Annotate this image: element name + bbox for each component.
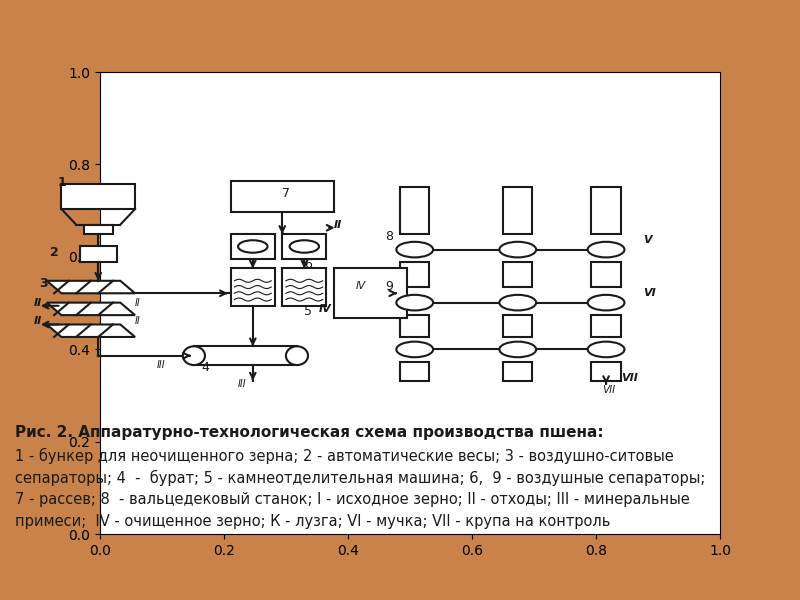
Circle shape bbox=[588, 341, 625, 357]
Text: III: III bbox=[157, 360, 166, 370]
Bar bbox=[230, 234, 275, 259]
Bar bbox=[503, 362, 533, 380]
Bar bbox=[503, 187, 533, 234]
Circle shape bbox=[588, 242, 625, 257]
Text: IV: IV bbox=[319, 304, 332, 314]
Bar bbox=[591, 362, 621, 380]
Polygon shape bbox=[46, 302, 135, 315]
Bar bbox=[591, 187, 621, 234]
Text: 1: 1 bbox=[58, 176, 66, 188]
Text: 3: 3 bbox=[39, 277, 48, 290]
Bar bbox=[591, 315, 621, 337]
Text: IV: IV bbox=[356, 281, 366, 290]
Bar bbox=[282, 268, 326, 306]
Bar bbox=[334, 268, 407, 318]
Circle shape bbox=[499, 295, 536, 310]
Ellipse shape bbox=[183, 346, 205, 365]
Text: II: II bbox=[135, 298, 141, 308]
Circle shape bbox=[396, 242, 433, 257]
Text: VI: VI bbox=[643, 289, 656, 298]
Text: 4: 4 bbox=[202, 361, 209, 374]
Text: III: III bbox=[238, 379, 246, 389]
Bar bbox=[591, 262, 621, 287]
Text: II: II bbox=[34, 298, 42, 308]
Circle shape bbox=[238, 240, 267, 253]
Text: V: V bbox=[643, 235, 651, 245]
Bar bbox=[83, 224, 113, 234]
Bar bbox=[400, 362, 430, 380]
Circle shape bbox=[499, 341, 536, 357]
Text: сепараторы; 4  -  бурат; 5 - камнеотделительная машина; 6,  9 - воздушные сепара: сепараторы; 4 - бурат; 5 - камнеотделите… bbox=[15, 470, 706, 486]
Text: 7: 7 bbox=[282, 187, 290, 200]
Text: II: II bbox=[135, 316, 141, 326]
Text: примеси;  IV - очищенное зерно; К - лузга; VI - мучка; VII - крупа на контроль: примеси; IV - очищенное зерно; К - лузга… bbox=[15, 514, 610, 529]
Circle shape bbox=[396, 341, 433, 357]
Text: Рис. 2. Аппаратурно-технологическая схема производства пшена:: Рис. 2. Аппаратурно-технологическая схем… bbox=[15, 425, 604, 440]
Bar bbox=[80, 247, 117, 262]
Text: 7 - рассев; 8  - вальцедековый станок; I - исходное зерно; II - отходы; III - ми: 7 - рассев; 8 - вальцедековый станок; I … bbox=[15, 492, 690, 507]
Bar bbox=[400, 315, 430, 337]
Bar bbox=[503, 262, 533, 287]
Text: VII: VII bbox=[602, 385, 615, 395]
Bar bbox=[400, 187, 430, 234]
Circle shape bbox=[290, 240, 319, 253]
Circle shape bbox=[588, 295, 625, 310]
Polygon shape bbox=[46, 325, 135, 337]
Bar bbox=[282, 234, 326, 259]
Text: 2: 2 bbox=[50, 246, 59, 259]
Circle shape bbox=[499, 242, 536, 257]
Circle shape bbox=[396, 295, 433, 310]
Text: VII: VII bbox=[621, 373, 638, 383]
Bar bbox=[503, 315, 533, 337]
Ellipse shape bbox=[286, 346, 308, 365]
Polygon shape bbox=[46, 281, 135, 293]
Bar bbox=[230, 181, 334, 212]
Text: 5: 5 bbox=[304, 305, 312, 318]
Bar bbox=[62, 184, 135, 209]
Bar bbox=[194, 346, 297, 365]
Text: 9: 9 bbox=[386, 280, 393, 293]
Text: II: II bbox=[34, 316, 42, 326]
Text: 8: 8 bbox=[386, 230, 394, 243]
Text: 1 - бункер для неочищенного зерна; 2 - автоматические весы; 3 - воздушно-ситовые: 1 - бункер для неочищенного зерна; 2 - а… bbox=[15, 448, 674, 464]
Text: 6: 6 bbox=[304, 259, 312, 271]
Bar bbox=[230, 268, 275, 306]
Bar bbox=[400, 262, 430, 287]
Text: II: II bbox=[334, 220, 342, 230]
